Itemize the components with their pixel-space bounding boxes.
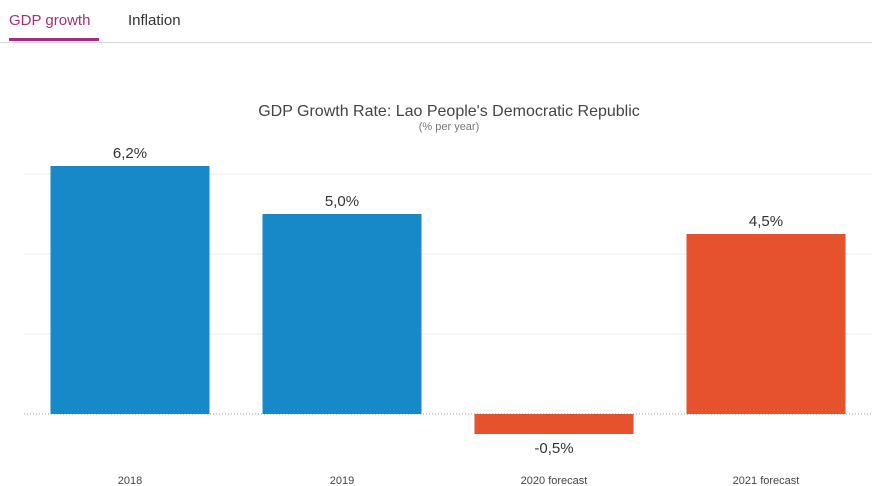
x-tick-label: 2020 forecast bbox=[521, 475, 588, 486]
bars bbox=[50, 166, 846, 434]
data-labels: 6,2% 5,0% -0,5% 4,5% bbox=[113, 145, 783, 457]
gdp-growth-chart: GDP Growth Rate: Lao People's Democratic… bbox=[24, 103, 872, 486]
x-tick-label: 2019 bbox=[330, 475, 354, 486]
x-tick-label: 2018 bbox=[118, 475, 142, 486]
x-axis: 2018 2019 2020 forecast 2021 forecast bbox=[118, 475, 800, 486]
chart-title: GDP Growth Rate: Lao People's Democratic… bbox=[258, 103, 640, 120]
x-tick-label: 2021 forecast bbox=[733, 475, 800, 486]
bar-2019[interactable] bbox=[262, 214, 422, 414]
bar-2021-forecast[interactable] bbox=[686, 234, 846, 414]
tab-inflation[interactable]: Inflation bbox=[128, 12, 181, 29]
bar-2020-forecast[interactable] bbox=[474, 414, 634, 434]
active-tab-indicator bbox=[9, 38, 99, 41]
chart-subtitle: (% per year) bbox=[419, 121, 480, 133]
chart-container: GDP Growth Rate: Lao People's Democratic… bbox=[0, 90, 872, 486]
tab-bar: GDP growth Inflation bbox=[0, 0, 872, 43]
data-label: 4,5% bbox=[749, 213, 783, 230]
data-label: 6,2% bbox=[113, 145, 147, 162]
data-label: -0,5% bbox=[534, 440, 573, 457]
data-label: 5,0% bbox=[325, 193, 359, 210]
bar-2018[interactable] bbox=[50, 166, 210, 414]
tab-gdp-growth[interactable]: GDP growth bbox=[9, 12, 91, 29]
